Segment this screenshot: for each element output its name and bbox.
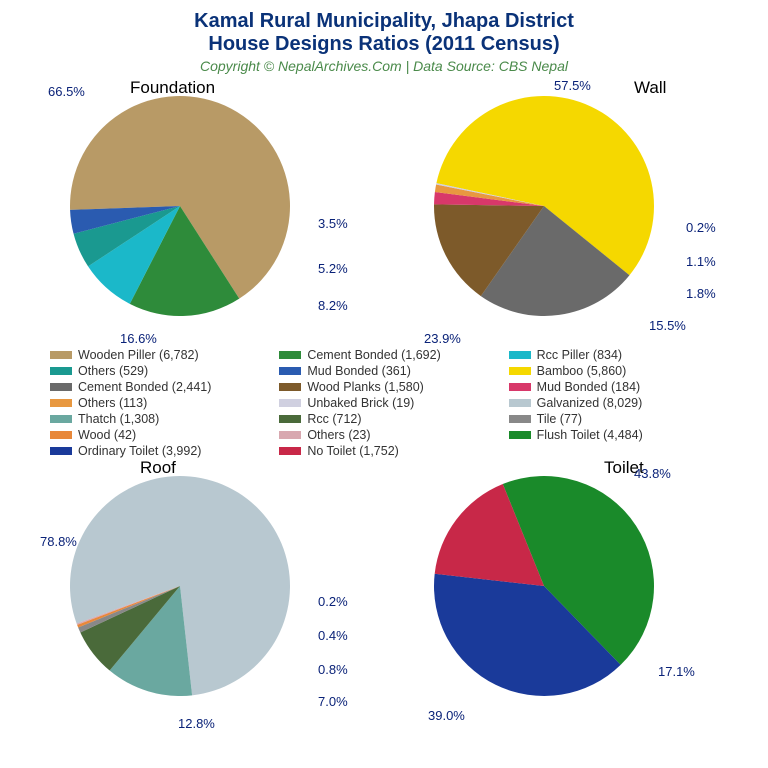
roof-chart: Roof 78.8%12.8%7.0%0.8%0.4%0.2% [10, 464, 384, 724]
pct-label: 23.9% [424, 331, 461, 346]
legend-item: Flush Toilet (4,484) [509, 428, 718, 442]
legend-swatch [50, 447, 72, 455]
roof-title: Roof [140, 458, 176, 478]
legend-item: Tile (77) [509, 412, 718, 426]
legend-swatch [279, 383, 301, 391]
wall-chart: Wall 57.5%23.9%15.5%1.8%1.1%0.2% [384, 82, 758, 342]
legend: Wooden Piller (6,782) Cement Bonded (1,69… [10, 342, 758, 464]
legend-label: Mud Bonded (184) [537, 380, 641, 394]
legend-swatch [509, 367, 531, 375]
legend-swatch [50, 351, 72, 359]
legend-item: Others (23) [279, 428, 488, 442]
legend-label: Wood (42) [78, 428, 136, 442]
pct-label: 57.5% [554, 78, 591, 93]
legend-swatch [50, 415, 72, 423]
legend-label: Rcc Piller (834) [537, 348, 622, 362]
pct-label: 0.2% [318, 594, 348, 609]
legend-item: Mud Bonded (184) [509, 380, 718, 394]
roof-pie: 78.8%12.8%7.0%0.8%0.4%0.2% [70, 476, 290, 696]
legend-item: Wooden Piller (6,782) [50, 348, 259, 362]
legend-swatch [509, 431, 531, 439]
legend-swatch [279, 351, 301, 359]
legend-label: Ordinary Toilet (3,992) [78, 444, 201, 458]
pct-label: 39.0% [428, 708, 465, 723]
legend-item: Cement Bonded (1,692) [279, 348, 488, 362]
pct-label: 0.4% [318, 628, 348, 643]
pct-label: 7.0% [318, 694, 348, 709]
legend-swatch [279, 431, 301, 439]
legend-item: Rcc Piller (834) [509, 348, 718, 362]
legend-item: Galvanized (8,029) [509, 396, 718, 410]
pct-label: 16.6% [120, 331, 157, 346]
pct-label: 8.2% [318, 298, 348, 313]
legend-label: Wooden Piller (6,782) [78, 348, 199, 362]
legend-label: Rcc (712) [307, 412, 361, 426]
legend-swatch [279, 447, 301, 455]
legend-item: Others (529) [50, 364, 259, 378]
legend-item: Wood Planks (1,580) [279, 380, 488, 394]
legend-item: Rcc (712) [279, 412, 488, 426]
legend-label: Tile (77) [537, 412, 582, 426]
legend-swatch [509, 351, 531, 359]
legend-label: Thatch (1,308) [78, 412, 159, 426]
legend-label: No Toilet (1,752) [307, 444, 399, 458]
pct-label: 43.8% [634, 466, 671, 481]
pct-label: 12.8% [178, 716, 215, 731]
foundation-chart: Foundation 66.5%16.6%8.2%5.2%3.5% [10, 82, 384, 342]
legend-item: Cement Bonded (2,441) [50, 380, 259, 394]
legend-label: Others (23) [307, 428, 370, 442]
pct-label: 5.2% [318, 261, 348, 276]
pct-label: 0.8% [318, 662, 348, 677]
legend-swatch [279, 415, 301, 423]
pct-label: 0.2% [686, 220, 716, 235]
legend-swatch [50, 383, 72, 391]
legend-swatch [509, 415, 531, 423]
wall-title: Wall [634, 78, 666, 98]
legend-swatch [50, 367, 72, 375]
legend-item: Ordinary Toilet (3,992) [50, 444, 259, 458]
pct-label: 1.8% [686, 286, 716, 301]
legend-item: Wood (42) [50, 428, 259, 442]
legend-swatch [279, 399, 301, 407]
pct-label: 3.5% [318, 216, 348, 231]
chart-subtitle: Copyright © NepalArchives.Com | Data Sou… [10, 58, 758, 74]
legend-label: Cement Bonded (2,441) [78, 380, 211, 394]
legend-label: Wood Planks (1,580) [307, 380, 424, 394]
pct-label: 78.8% [40, 534, 77, 549]
legend-label: Galvanized (8,029) [537, 396, 643, 410]
chart-title-line2: House Designs Ratios (2011 Census) [10, 33, 758, 56]
legend-item: Unbaked Brick (19) [279, 396, 488, 410]
legend-item: Others (113) [50, 396, 259, 410]
legend-item: Mud Bonded (361) [279, 364, 488, 378]
foundation-pie: 66.5%16.6%8.2%5.2%3.5% [70, 96, 290, 316]
chart-container: Kamal Rural Municipality, Jhapa District… [0, 0, 768, 768]
wall-pie: 57.5%23.9%15.5%1.8%1.1%0.2% [434, 96, 654, 316]
legend-item: Thatch (1,308) [50, 412, 259, 426]
legend-swatch [509, 383, 531, 391]
foundation-title: Foundation [130, 78, 215, 98]
legend-label: Bamboo (5,860) [537, 364, 627, 378]
legend-item: Bamboo (5,860) [509, 364, 718, 378]
legend-label: Mud Bonded (361) [307, 364, 411, 378]
toilet-pie: 43.8%39.0%17.1% [434, 476, 654, 696]
pct-label: 15.5% [649, 318, 686, 333]
legend-label: Others (529) [78, 364, 148, 378]
legend-label: Cement Bonded (1,692) [307, 348, 440, 362]
toilet-chart: Toilet 43.8%39.0%17.1% [384, 464, 758, 724]
legend-swatch [279, 367, 301, 375]
legend-swatch [50, 431, 72, 439]
legend-swatch [50, 399, 72, 407]
legend-label: Unbaked Brick (19) [307, 396, 414, 410]
legend-label: Flush Toilet (4,484) [537, 428, 643, 442]
pct-label: 17.1% [658, 664, 695, 679]
charts-grid: Foundation 66.5%16.6%8.2%5.2%3.5% Wall 5… [10, 82, 758, 724]
pct-label: 66.5% [48, 84, 85, 99]
legend-item: No Toilet (1,752) [279, 444, 488, 458]
chart-title-line1: Kamal Rural Municipality, Jhapa District [10, 10, 758, 33]
pct-label: 1.1% [686, 254, 716, 269]
legend-swatch [509, 399, 531, 407]
legend-label: Others (113) [78, 396, 147, 410]
